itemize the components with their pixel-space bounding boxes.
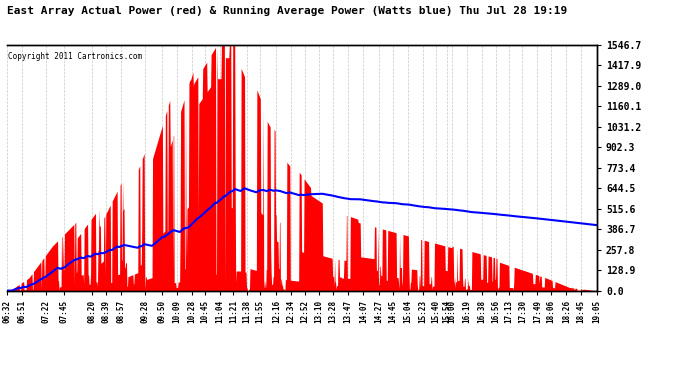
Text: Copyright 2011 Cartronics.com: Copyright 2011 Cartronics.com — [8, 53, 142, 62]
Text: East Array Actual Power (red) & Running Average Power (Watts blue) Thu Jul 28 19: East Array Actual Power (red) & Running … — [7, 6, 567, 16]
